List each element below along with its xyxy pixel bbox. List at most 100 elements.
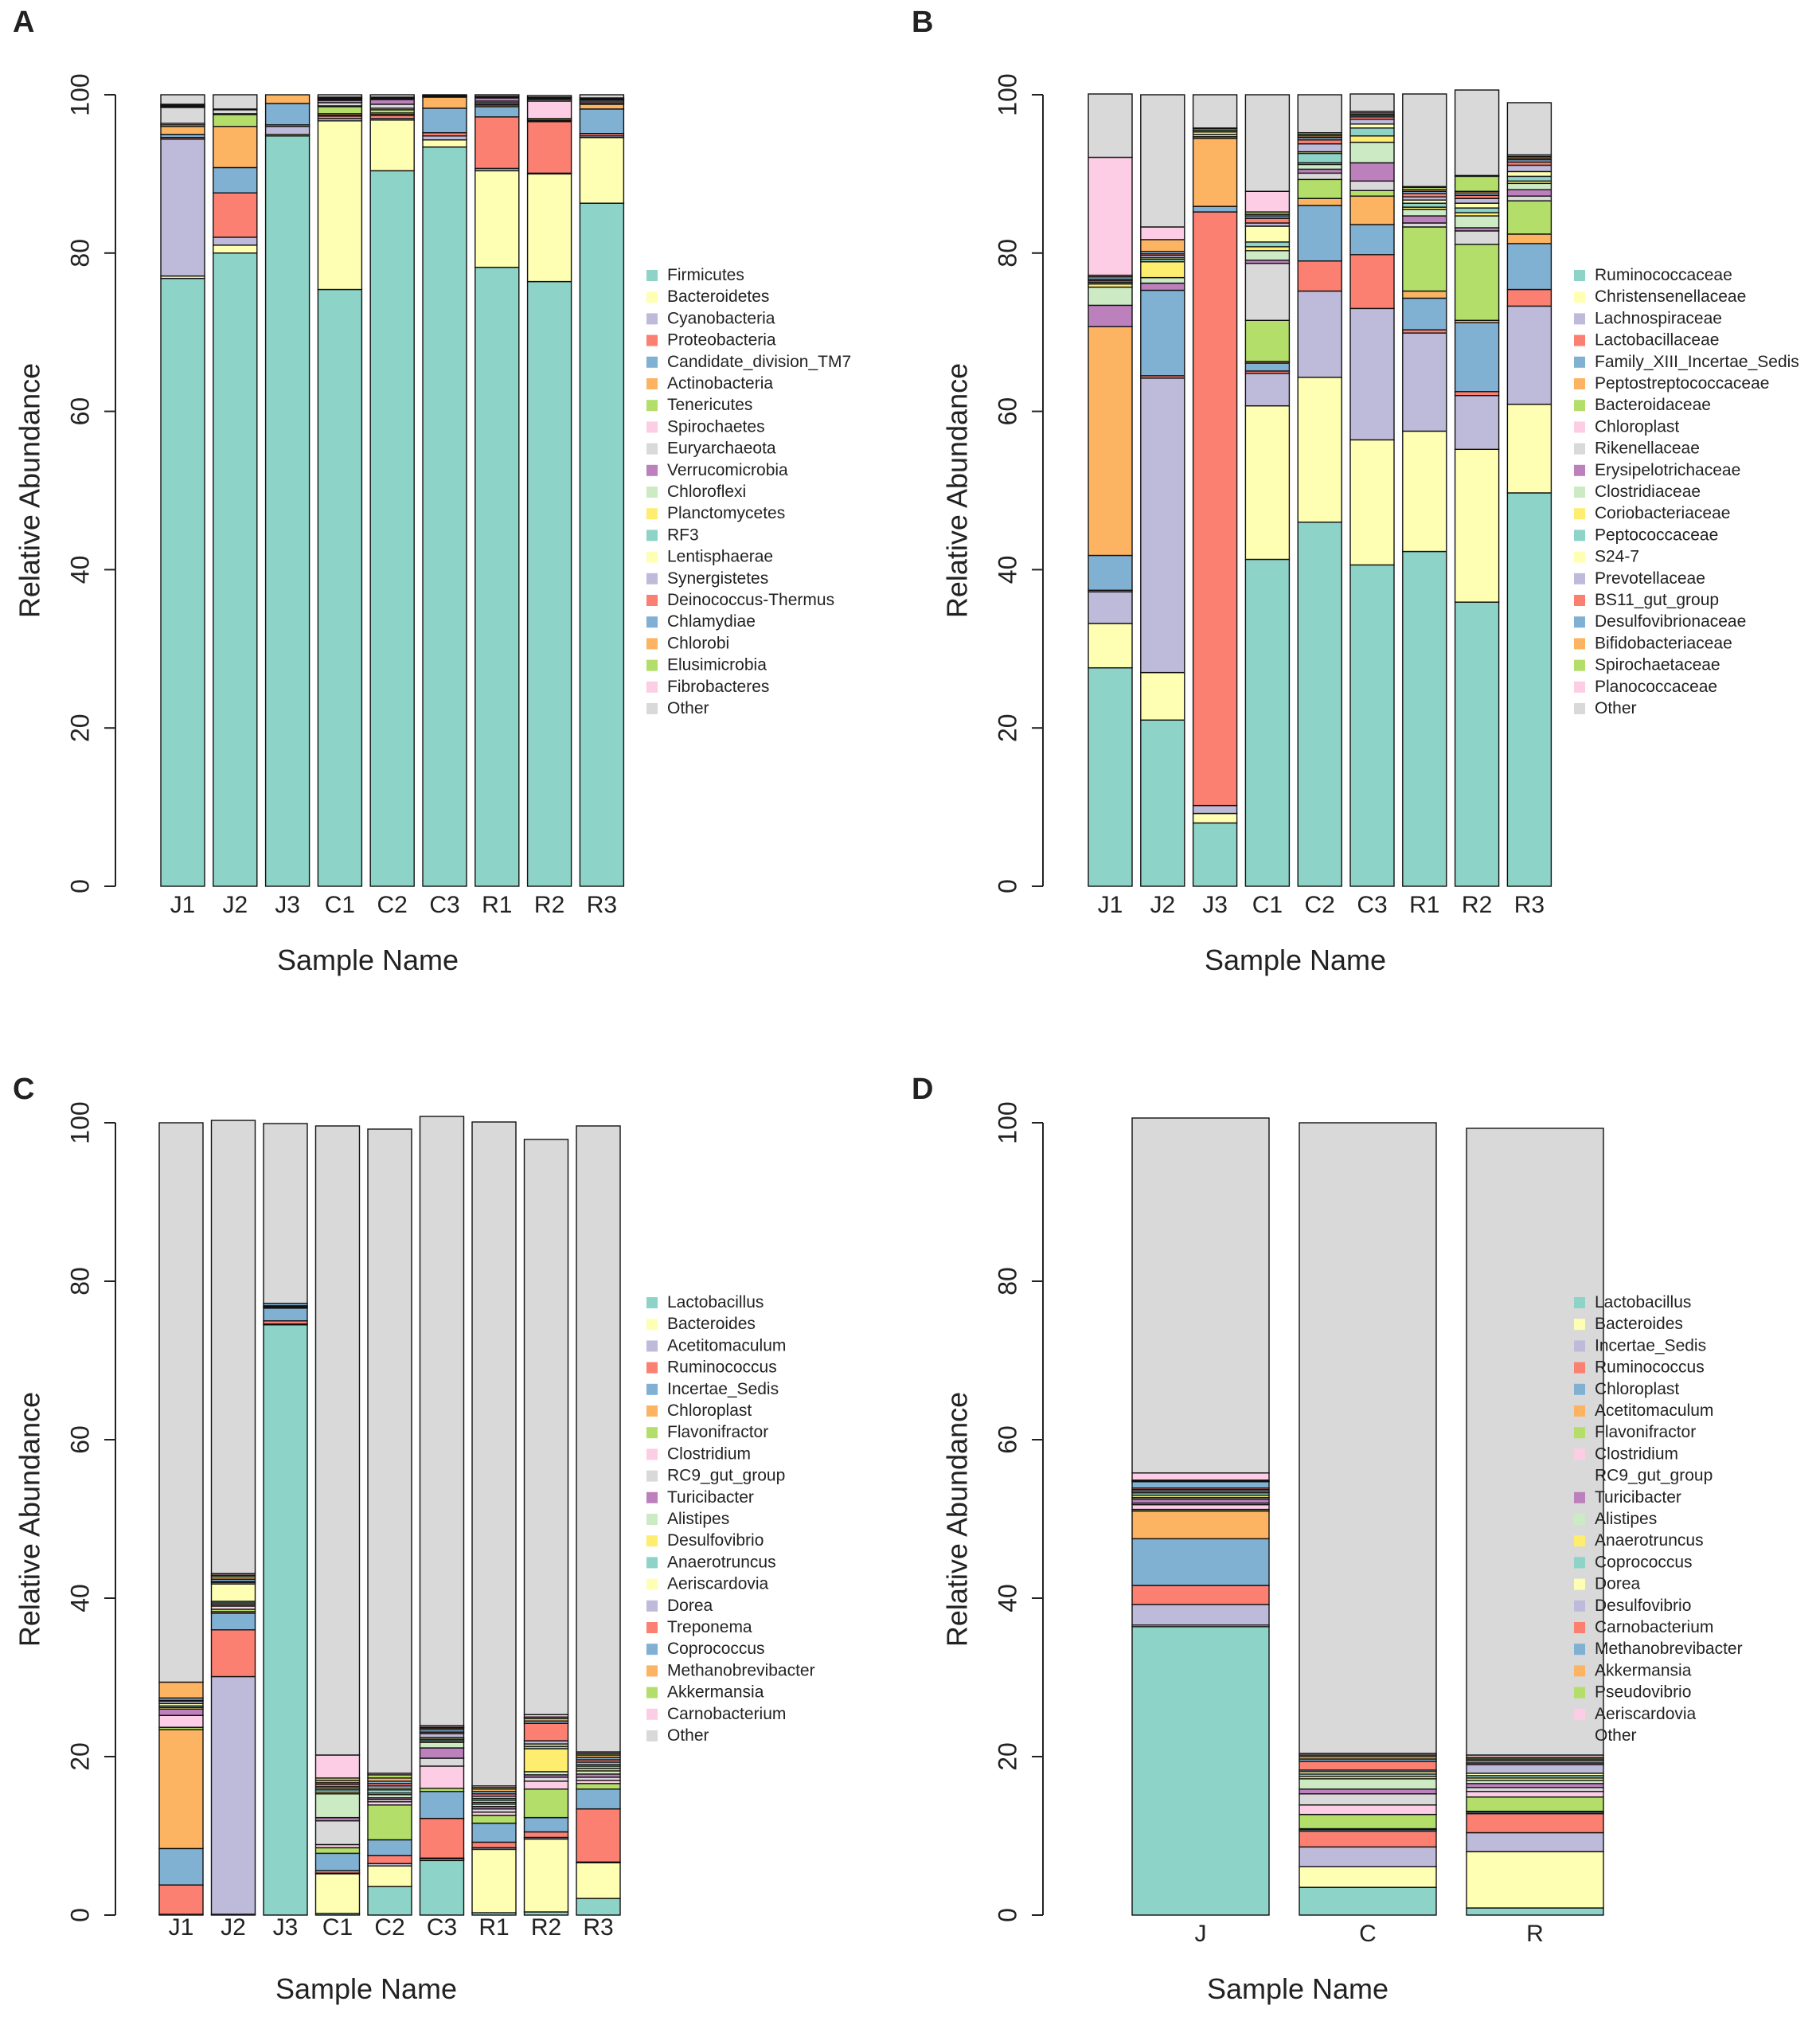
legend-label: Coriobacteriaceae [1595,504,1730,522]
bar-segment [1349,190,1395,197]
x-tick-label: R1 [1409,892,1439,918]
x-tick-label: C3 [429,892,459,918]
bar-segment [419,1116,465,1726]
bar-segment [1349,195,1395,225]
legend-swatch [646,1622,658,1633]
bar-segment [1140,226,1185,240]
legend-label: Chloroplast [1595,1380,1679,1398]
legend-swatch [646,703,658,714]
bar-segment [576,1808,621,1863]
bar-segment [526,280,572,887]
legend-swatch [1574,334,1585,346]
legend-label: Carnobacterium [667,1705,786,1723]
legend-swatch [646,638,658,650]
bar-segment [1454,322,1500,393]
x-tick-label: J2 [1150,892,1175,918]
bar-segment [1131,1503,1270,1511]
legend-label: RF3 [667,526,699,544]
legend-swatch [1574,1578,1585,1590]
bar-segment [213,109,258,115]
legend-label: Acetitomaculum [1595,1401,1713,1420]
y-tick-label: 100 [993,73,1021,115]
bar-segment [317,94,363,98]
legend-label: Desulfovibrio [667,1531,764,1550]
bar-segment [1299,1866,1437,1888]
legend-swatch [1574,530,1585,541]
bar-segment [471,1121,517,1787]
legend-swatch [1574,1622,1585,1633]
legend-label: Chlorobi [667,634,729,652]
panel-tag: C [13,1073,34,1106]
bar-segment [475,266,520,887]
legend-swatch [1574,1644,1585,1655]
legend-label: S24-7 [1595,548,1639,566]
bar-segment [158,1884,204,1915]
bar-segment [314,1125,361,1756]
bar-segment [1192,211,1238,807]
bar-segment [1297,143,1342,153]
bar-segment [367,1839,412,1857]
bar-segment [1299,1804,1437,1816]
y-tick-label: 0 [993,879,1021,893]
legend-label: Akkermansia [1595,1661,1692,1679]
legend-label: Lactobacillaceae [1595,331,1719,350]
legend-swatch [646,1708,658,1720]
bar-segment [213,126,258,169]
legend-label: Lactobacillus [1595,1293,1691,1311]
legend-swatch [646,1578,658,1590]
panel-a: A 0 20 40 60 80 100 Relative Abundance J1 J2 J3 C1 C… [13,6,851,976]
legend-label: Family_XIII_Incertae_Sedis [1595,353,1799,371]
bar-segment [1297,139,1342,145]
legend-label: Planctomycetes [667,504,785,522]
bar-segment [419,1733,465,1738]
y-tick-label: 80 [993,239,1021,268]
legend-label: Peptostreptococcaceae [1595,374,1769,393]
legend-label: Erysipelotrichaceae [1595,461,1740,479]
bar-segment [422,135,467,141]
legend-label: Bacteroidetes [667,287,769,306]
bar-segment [1349,180,1395,191]
bar-segment [317,106,363,115]
y-tick-label: 40 [993,556,1021,584]
bar-segment [1244,263,1291,321]
bar-segment [419,1791,465,1820]
bar-segment [1244,373,1291,407]
panel-c: C 0 20 40 60 80 100 Relative Abundance J1 J2 J3 C1 C… [13,1073,815,2005]
x-tick-label: C1 [325,892,355,918]
legend-swatch [646,1383,658,1395]
legend-swatch [1574,573,1585,584]
bar-segment [369,104,415,109]
legend-swatch [1574,464,1585,476]
bar-segment [526,173,572,283]
bar-segment [213,114,258,127]
legend-label: Elusimicrobia [667,656,767,674]
bar-segment [158,1714,204,1728]
legend-swatch [1574,443,1585,455]
legend-label: Incertae_Sedis [1595,1336,1706,1354]
legend-swatch [646,1535,658,1547]
bar-segment [579,108,625,135]
bar-segment [1402,550,1447,887]
legend-label: Other [1595,1726,1637,1745]
bar-segment [158,1122,204,1683]
legend-swatch [646,1600,658,1612]
bar-segment [210,1675,256,1915]
bar-segment [1244,225,1291,243]
bar-segment [1454,230,1500,245]
bar-segment [422,96,467,109]
bar-segment [213,94,258,110]
legend-label: Christensenellaceae [1595,287,1746,306]
legend-swatch [1574,421,1585,433]
bar-segment [579,202,625,887]
bar-segment [1466,1764,1604,1774]
bar-segment [1506,200,1552,235]
y-tick-label: 20 [65,713,94,742]
y-tick-label: 60 [65,397,94,426]
bar-segment [210,1583,256,1602]
bar-segment [264,126,310,135]
legend-label: Aeriscardovia [667,1575,769,1593]
bar-segment [1192,205,1238,213]
panel-tag: D [912,1073,933,1106]
bar-segment [1349,93,1395,112]
bar-segment [419,1817,465,1859]
